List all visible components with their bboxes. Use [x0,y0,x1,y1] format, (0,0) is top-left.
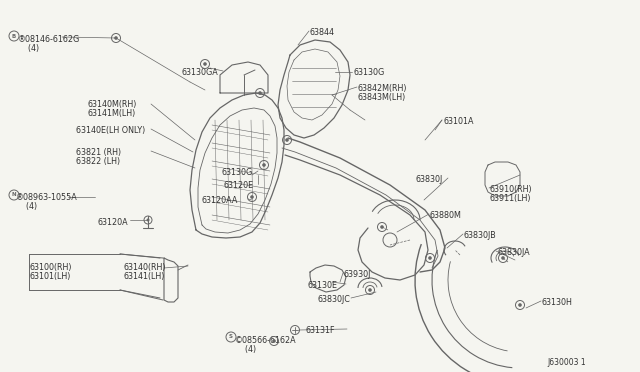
Text: 63120A: 63120A [98,218,129,227]
Text: 63140E(LH ONLY): 63140E(LH ONLY) [76,126,145,135]
Text: 63140M(RH): 63140M(RH) [88,100,138,109]
Text: 63822 (LH): 63822 (LH) [76,157,120,166]
Circle shape [501,256,505,260]
Text: 63130G: 63130G [222,168,253,177]
Text: (4): (4) [18,44,39,53]
Text: (4): (4) [235,345,256,354]
Circle shape [114,36,118,40]
Circle shape [262,163,266,167]
Text: 63141M(LH): 63141M(LH) [88,109,136,118]
Text: N: N [12,192,16,198]
Circle shape [272,339,276,343]
Text: 63930J: 63930J [344,270,371,279]
Text: 63131F: 63131F [305,326,335,335]
Text: ®08963-1055A: ®08963-1055A [16,193,77,202]
Text: 63910(RH): 63910(RH) [490,185,532,194]
Circle shape [285,138,289,142]
Circle shape [428,256,432,260]
Text: 63120E: 63120E [224,181,254,190]
Text: 63830JA: 63830JA [497,248,530,257]
Text: 63830JC: 63830JC [318,295,351,304]
Text: 63130H: 63130H [542,298,573,307]
Text: S: S [229,334,233,340]
Text: 63842M(RH): 63842M(RH) [358,84,408,93]
Text: B: B [12,33,16,38]
Text: (4): (4) [16,202,37,211]
Circle shape [380,225,384,229]
Text: 63821 (RH): 63821 (RH) [76,148,121,157]
Circle shape [204,62,207,66]
Text: 63911(LH): 63911(LH) [490,194,531,203]
Text: 63844: 63844 [310,28,335,37]
Text: 63830J: 63830J [415,175,442,184]
Circle shape [250,195,254,199]
Text: 63100(RH): 63100(RH) [29,263,72,272]
Text: 63880M: 63880M [430,211,462,220]
Text: 63130GA: 63130GA [182,68,219,77]
Text: 63120AA: 63120AA [202,196,238,205]
Text: 63101A: 63101A [443,117,474,126]
Text: 63140(RH): 63140(RH) [124,263,166,272]
Circle shape [258,91,262,95]
Text: J630003 1: J630003 1 [547,358,586,367]
Circle shape [518,303,522,307]
Text: 63130G: 63130G [353,68,384,77]
Text: ©08566-6162A: ©08566-6162A [235,336,296,345]
Text: ®08146-6162G: ®08146-6162G [18,35,80,44]
Circle shape [368,288,372,292]
Text: 63141(LH): 63141(LH) [124,272,165,281]
Text: 63101(LH): 63101(LH) [29,272,70,281]
Circle shape [147,218,150,221]
Text: 63130E: 63130E [307,281,337,290]
Text: 63830JB: 63830JB [464,231,497,240]
Text: 63843M(LH): 63843M(LH) [358,93,406,102]
